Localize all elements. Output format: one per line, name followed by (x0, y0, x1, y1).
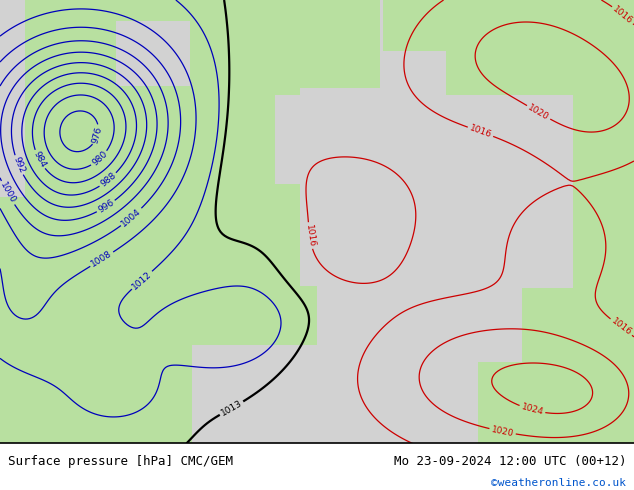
Text: 976: 976 (91, 125, 104, 145)
Text: 1012: 1012 (131, 269, 153, 291)
Text: 992: 992 (11, 155, 26, 175)
Text: 1024: 1024 (520, 402, 545, 417)
Text: Surface pressure [hPa] CMC/GEM: Surface pressure [hPa] CMC/GEM (8, 455, 233, 467)
Text: 984: 984 (31, 150, 48, 169)
Text: ©weatheronline.co.uk: ©weatheronline.co.uk (491, 478, 626, 488)
Text: 988: 988 (99, 171, 118, 189)
Text: 980: 980 (90, 149, 109, 168)
Text: 1020: 1020 (526, 103, 551, 122)
Text: 1000: 1000 (0, 181, 17, 205)
Text: 1004: 1004 (120, 206, 143, 228)
Text: 1016: 1016 (609, 317, 633, 338)
Text: 1016: 1016 (611, 4, 634, 25)
Text: 1016: 1016 (304, 223, 316, 247)
Text: 1013: 1013 (219, 398, 243, 418)
Text: 1016: 1016 (468, 123, 493, 140)
Text: 1008: 1008 (89, 249, 114, 269)
Text: 1020: 1020 (491, 425, 515, 438)
Text: Mo 23-09-2024 12:00 UTC (00+12): Mo 23-09-2024 12:00 UTC (00+12) (394, 455, 626, 467)
Text: 996: 996 (96, 198, 116, 215)
